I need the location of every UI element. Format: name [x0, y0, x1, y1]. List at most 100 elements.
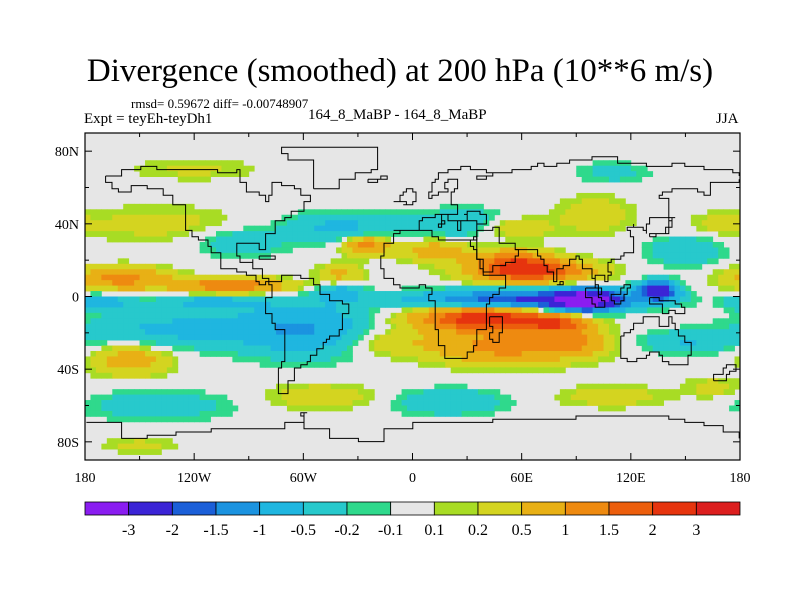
- field-cell: [188, 171, 195, 177]
- field-cell: [385, 252, 392, 259]
- field-cell: [592, 296, 599, 303]
- field-cell: [374, 252, 381, 259]
- field-cell: [576, 258, 583, 265]
- field-cell: [532, 367, 539, 374]
- field-cell: [614, 203, 621, 210]
- field-cell: [368, 389, 375, 395]
- field-cell: [439, 263, 446, 270]
- field-cell: [467, 252, 473, 259]
- field-cell: [707, 252, 714, 259]
- field-cell: [401, 296, 408, 303]
- field-cell: [423, 361, 430, 368]
- field-cell: [532, 220, 539, 227]
- field-cell: [396, 405, 402, 412]
- field-cell: [286, 345, 293, 352]
- field-cell: [297, 400, 304, 406]
- field-cell: [117, 285, 124, 292]
- field-cell: [286, 351, 293, 357]
- field-cell: [243, 291, 250, 297]
- field-cell: [188, 394, 195, 401]
- field-cell: [478, 323, 484, 330]
- field-cell: [85, 209, 91, 216]
- field-cell: [303, 405, 310, 412]
- field-cell: [177, 165, 184, 172]
- field-cell: [265, 296, 271, 303]
- field-cell: [101, 274, 108, 281]
- field-cell: [166, 171, 173, 177]
- field-cell: [543, 231, 550, 237]
- y-tick-label: 80S: [57, 436, 79, 451]
- field-cell: [581, 225, 588, 232]
- field-cell: [145, 443, 151, 450]
- field-cell: [330, 405, 337, 412]
- field-cell: [587, 171, 594, 177]
- field-cell: [543, 307, 550, 314]
- field-cell: [336, 356, 342, 363]
- field-cell: [494, 394, 501, 401]
- field-cell: [510, 269, 517, 276]
- field-cell: [559, 367, 566, 374]
- field-cell: [243, 285, 250, 292]
- field-cell: [619, 405, 626, 412]
- field-cell: [434, 400, 441, 406]
- field-cell: [467, 323, 473, 330]
- field-cell: [690, 258, 697, 265]
- field-cell: [417, 394, 424, 401]
- field-cell: [641, 171, 648, 177]
- field-cell: [641, 340, 648, 346]
- field-cell: [172, 307, 179, 314]
- field-cell: [603, 345, 610, 352]
- field-cell: [314, 263, 321, 270]
- field-cell: [303, 356, 310, 363]
- field-cell: [576, 351, 583, 357]
- field-cell: [183, 410, 190, 417]
- field-cell: [188, 416, 195, 423]
- field-cell: [516, 345, 523, 352]
- field-cell: [554, 274, 561, 281]
- field-cell: [341, 312, 348, 319]
- field-cell: [101, 220, 108, 227]
- field-cell: [314, 269, 321, 276]
- field-cell: [347, 236, 353, 243]
- field-cell: [614, 340, 621, 346]
- field-cell: [172, 329, 179, 336]
- field-cell: [679, 301, 686, 308]
- field-cell: [150, 220, 157, 227]
- field-cell: [368, 236, 375, 243]
- field-cell: [166, 296, 173, 303]
- field-cell: [499, 334, 506, 341]
- field-cell: [701, 242, 708, 248]
- field-cell: [276, 274, 282, 281]
- field-cell: [718, 274, 725, 281]
- field-cell: [510, 351, 517, 357]
- field-cell: [145, 269, 151, 276]
- field-cell: [128, 307, 135, 314]
- field-cell: [155, 351, 162, 357]
- field-cell: [308, 394, 315, 401]
- field-cell: [85, 307, 91, 314]
- field-cell: [548, 274, 555, 281]
- field-cell: [357, 307, 364, 314]
- field-cell: [357, 389, 364, 395]
- field-cell: [505, 367, 512, 374]
- field-cell: [232, 236, 239, 243]
- field-cell: [172, 285, 179, 292]
- field-cell: [139, 225, 146, 232]
- field-cell: [292, 225, 299, 232]
- field-cell: [407, 405, 413, 412]
- field-cell: [456, 367, 463, 374]
- field-cell: [95, 214, 102, 221]
- field-cell: [319, 340, 326, 346]
- field-cell: [450, 269, 457, 276]
- field-cell: [461, 285, 468, 292]
- field-cell: [478, 312, 484, 319]
- field-cell: [434, 296, 441, 303]
- field-cell: [679, 323, 686, 330]
- field-cell: [554, 220, 561, 227]
- field-cell: [292, 280, 299, 286]
- field-cell: [532, 340, 539, 346]
- field-cell: [439, 242, 446, 248]
- coastline: [380, 156, 740, 359]
- field-cell: [188, 345, 195, 352]
- field-cell: [101, 340, 108, 346]
